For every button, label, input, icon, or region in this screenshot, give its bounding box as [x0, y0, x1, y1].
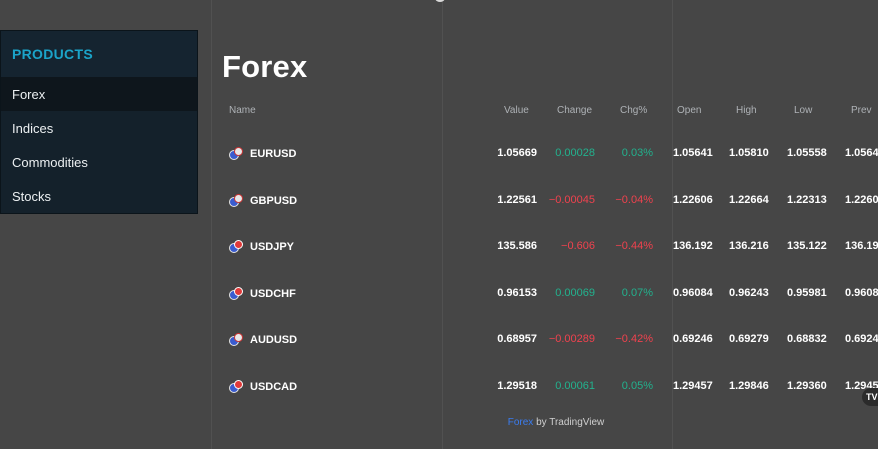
- column-header-value[interactable]: Value: [504, 105, 529, 116]
- high-cell: 0.96243: [729, 287, 769, 299]
- low-cell: 1.05558: [787, 147, 827, 159]
- sidebar-item-commodities[interactable]: Commodities: [1, 145, 197, 179]
- symbol-name: GBPUSD: [250, 195, 298, 207]
- column-divider: [672, 0, 673, 449]
- low-cell: 135.122: [787, 240, 827, 252]
- column-header-chg-pct[interactable]: Chg%: [620, 105, 648, 116]
- currency-pair-flag-icon: [229, 333, 243, 347]
- value-cell: 135.586: [497, 240, 537, 252]
- high-cell: 0.69279: [729, 333, 769, 345]
- open-cell: 0.69246: [673, 333, 713, 345]
- change-cell: 0.00028: [555, 147, 595, 159]
- sidebar-item-indices[interactable]: Indices: [1, 111, 197, 145]
- credit-text: by TradingView: [533, 417, 605, 428]
- chg-pct-cell: −0.44%: [615, 240, 653, 252]
- high-cell: 1.29846: [729, 380, 769, 392]
- table-row[interactable]: USDCAD 1.29518 0.00061 0.05% 1.29457 1.29846 1…: [0, 380, 878, 400]
- open-cell: 136.192: [673, 240, 713, 252]
- column-header-prev[interactable]: Prev: [851, 105, 872, 116]
- high-cell: 1.22664: [729, 194, 769, 206]
- sidebar-item-label: Indices: [12, 120, 54, 136]
- column-header-change[interactable]: Change: [557, 105, 593, 116]
- low-cell: 1.29360: [787, 380, 827, 392]
- value-cell: 0.96153: [497, 287, 537, 299]
- prev-cell: 1.2260: [845, 194, 878, 206]
- chg-pct-cell: 0.03%: [621, 147, 653, 159]
- currency-pair-flag-icon: [229, 240, 243, 254]
- symbol-cell[interactable]: EURUSD: [229, 147, 296, 161]
- value-cell: 1.29518: [497, 380, 537, 392]
- table-header: Name Value Change Chg% Open High Low Pre…: [0, 105, 878, 121]
- symbol-cell[interactable]: USDCAD: [229, 380, 297, 394]
- sidebar-item-forex[interactable]: Forex: [1, 77, 197, 111]
- prev-cell: 0.6924: [845, 333, 878, 345]
- table-row[interactable]: AUDUSD 0.68957 −0.00289 −0.42% 0.69246 0.6927…: [0, 333, 878, 353]
- tradingview-logo-icon[interactable]: TV: [862, 388, 878, 406]
- table-row[interactable]: USDCHF 0.96153 0.00069 0.07% 0.96084 0.96243 0…: [0, 287, 878, 307]
- forex-link[interactable]: Forex: [507, 417, 534, 428]
- column-header-high[interactable]: High: [736, 105, 757, 116]
- table-row[interactable]: USDJPY 135.586 −0.606 −0.44% 136.192 136.216 1…: [0, 240, 878, 260]
- low-cell: 1.22313: [787, 194, 827, 206]
- low-cell: 0.95981: [787, 287, 827, 299]
- symbol-cell[interactable]: USDCHF: [229, 287, 296, 301]
- change-cell: −0.00045: [548, 194, 595, 206]
- symbol-name: AUDUSD: [250, 334, 298, 346]
- open-cell: 1.22606: [673, 194, 713, 206]
- symbol-cell[interactable]: AUDUSD: [229, 333, 297, 347]
- chg-pct-cell: 0.05%: [621, 380, 653, 392]
- open-cell: 1.05641: [673, 147, 713, 159]
- symbol-name: USDCAD: [250, 381, 298, 393]
- high-cell: 1.05810: [729, 147, 769, 159]
- sidebar-item-stocks[interactable]: Stocks: [1, 179, 197, 213]
- symbol-name: USDJPY: [250, 241, 295, 253]
- symbol-cell[interactable]: USDJPY: [229, 240, 294, 254]
- prev-cell: 1.0564: [845, 147, 878, 159]
- symbol-name: USDCHF: [250, 288, 296, 300]
- change-cell: −0.606: [561, 240, 595, 252]
- column-header-open[interactable]: Open: [677, 105, 702, 116]
- currency-pair-flag-icon: [229, 287, 243, 301]
- low-cell: 0.68832: [787, 333, 827, 345]
- prev-cell: 0.9608: [845, 287, 878, 299]
- sidebar-item-label: Commodities: [12, 154, 88, 170]
- products-sidebar: PRODUCTS Forex Indices Commodities Stock…: [0, 30, 198, 214]
- sidebar-item-label: Forex: [12, 86, 46, 102]
- open-cell: 0.96084: [673, 287, 713, 299]
- currency-pair-flag-icon: [229, 194, 243, 208]
- symbol-name: EURUSD: [250, 148, 297, 160]
- value-cell: 1.22561: [497, 194, 537, 206]
- value-cell: 0.68957: [497, 333, 537, 345]
- change-cell: −0.00289: [548, 333, 595, 345]
- change-cell: 0.00069: [555, 287, 595, 299]
- chg-pct-cell: −0.04%: [615, 194, 653, 206]
- column-divider: [211, 0, 212, 449]
- value-cell: 1.05669: [497, 147, 537, 159]
- column-divider: [442, 0, 443, 449]
- column-header-low[interactable]: Low: [794, 105, 813, 116]
- scroll-indicator-dot: [435, 0, 445, 2]
- prev-cell: 136.19: [845, 240, 878, 252]
- currency-pair-flag-icon: [229, 147, 243, 161]
- high-cell: 136.216: [729, 240, 769, 252]
- chg-pct-cell: 0.07%: [621, 287, 653, 299]
- change-cell: 0.00061: [555, 380, 595, 392]
- page-title: Forex: [222, 48, 308, 84]
- table-row[interactable]: EURUSD 1.05669 0.00028 0.03% 1.05641 1.05810 1…: [0, 147, 878, 167]
- chg-pct-cell: −0.42%: [615, 333, 653, 345]
- symbol-cell[interactable]: GBPUSD: [229, 194, 297, 208]
- tradingview-credit: Forex by TradingView: [0, 417, 878, 428]
- sidebar-item-label: Stocks: [12, 188, 52, 204]
- table-row[interactable]: GBPUSD 1.22561 −0.00045 −0.04% 1.22606 1.2266…: [0, 194, 878, 214]
- sidebar-heading: PRODUCTS: [1, 31, 197, 77]
- column-header-name[interactable]: Name: [229, 105, 256, 116]
- currency-pair-flag-icon: [229, 380, 243, 394]
- open-cell: 1.29457: [673, 380, 713, 392]
